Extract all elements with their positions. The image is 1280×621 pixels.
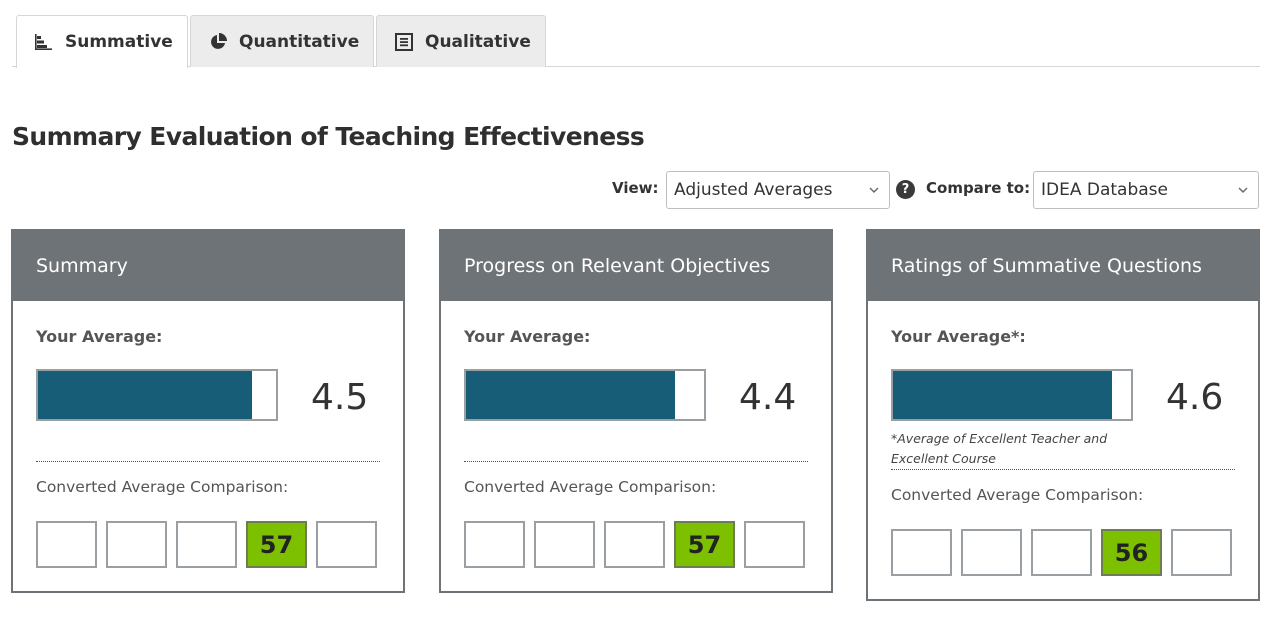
comparison-box-highlighted: 56 bbox=[1101, 529, 1162, 576]
comparison-label: Converted Average Comparison: bbox=[36, 478, 289, 496]
tab-qualitative-label: Qualitative bbox=[425, 31, 531, 52]
comparison-box bbox=[1171, 529, 1232, 576]
average-label: Your Average: bbox=[464, 327, 591, 346]
tab-quantitative-label: Quantitative bbox=[239, 31, 360, 52]
card-header: Progress on Relevant Objectives bbox=[441, 231, 831, 301]
summary-card: Summary Your Average: 4.5 Converted Aver… bbox=[11, 229, 405, 593]
comparison-label: Converted Average Comparison: bbox=[891, 486, 1144, 504]
average-bar bbox=[464, 369, 706, 421]
compare-select[interactable]: IDEA Database bbox=[1033, 171, 1259, 209]
comparison-box bbox=[744, 521, 805, 568]
average-bar-fill bbox=[893, 371, 1112, 419]
list-document-icon bbox=[395, 32, 413, 52]
tab-quantitative[interactable]: Quantitative bbox=[190, 15, 374, 67]
average-label: Your Average*: bbox=[891, 327, 1026, 346]
card-header: Summary bbox=[13, 231, 403, 301]
average-value: 4.6 bbox=[1166, 377, 1224, 418]
compare-label: Compare to: bbox=[926, 179, 1031, 197]
comparison-box bbox=[464, 521, 525, 568]
comparison-box bbox=[36, 521, 97, 568]
comparison-box bbox=[176, 521, 237, 568]
average-label: Your Average: bbox=[36, 327, 163, 346]
average-bar-fill bbox=[38, 371, 253, 419]
view-select[interactable]: Adjusted Averages bbox=[666, 171, 890, 209]
progress-card: Progress on Relevant Objectives Your Ave… bbox=[439, 229, 833, 593]
comparison-boxes: 56 bbox=[891, 529, 1232, 576]
comparison-box bbox=[891, 529, 952, 576]
comparison-boxes: 57 bbox=[36, 521, 377, 568]
footnote: *Average of Excellent Teacher and Excell… bbox=[891, 431, 1108, 466]
comparison-label: Converted Average Comparison: bbox=[464, 478, 717, 496]
bar-chart-icon bbox=[35, 32, 53, 52]
average-bar bbox=[891, 369, 1133, 421]
divider bbox=[36, 461, 380, 462]
chevron-down-icon bbox=[1238, 187, 1248, 193]
page-title: Summary Evaluation of Teaching Effective… bbox=[12, 122, 645, 151]
comparison-box-highlighted: 57 bbox=[674, 521, 735, 568]
average-bar-fill bbox=[466, 371, 676, 419]
comparison-box bbox=[961, 529, 1022, 576]
card-header: Ratings of Summative Questions bbox=[868, 231, 1258, 301]
average-bar bbox=[36, 369, 278, 421]
comparison-box bbox=[1031, 529, 1092, 576]
chevron-down-icon bbox=[869, 187, 879, 193]
comparison-box bbox=[534, 521, 595, 568]
comparison-box bbox=[106, 521, 167, 568]
tab-summative[interactable]: Summative bbox=[16, 15, 188, 68]
comparison-box bbox=[604, 521, 665, 568]
summative-questions-card: Ratings of Summative Questions Your Aver… bbox=[866, 229, 1260, 601]
average-value: 4.5 bbox=[311, 377, 369, 418]
comparison-boxes: 57 bbox=[464, 521, 805, 568]
view-select-value: Adjusted Averages bbox=[674, 180, 833, 200]
tab-bar: Summative Quantitative Qualitative bbox=[12, 14, 1260, 68]
divider bbox=[464, 461, 808, 462]
view-label: View: bbox=[612, 179, 659, 197]
help-icon[interactable]: ? bbox=[896, 180, 915, 199]
compare-select-value: IDEA Database bbox=[1041, 180, 1168, 200]
tab-qualitative[interactable]: Qualitative bbox=[376, 15, 546, 67]
tab-summative-label: Summative bbox=[65, 32, 173, 52]
average-value: 4.4 bbox=[739, 377, 797, 418]
comparison-box bbox=[316, 521, 377, 568]
pie-chart-icon bbox=[209, 32, 227, 52]
divider bbox=[891, 469, 1235, 470]
comparison-box-highlighted: 57 bbox=[246, 521, 307, 568]
